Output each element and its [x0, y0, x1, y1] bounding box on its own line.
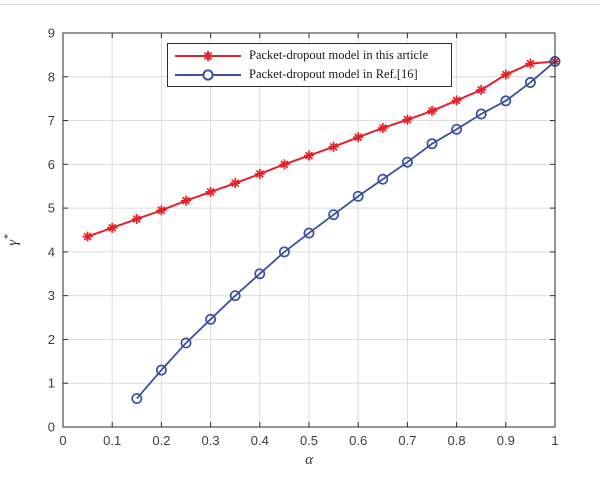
asterisk-marker-icon — [206, 187, 215, 196]
y-tick-label: 0 — [48, 420, 55, 435]
y-axis-label-base: γ — [5, 239, 21, 246]
circle-marker-icon — [475, 108, 487, 120]
x-tick-label: 0.4 — [251, 433, 269, 448]
y-tick-label: 1 — [48, 376, 55, 391]
gridlines — [63, 33, 555, 427]
y-tick-label: 7 — [48, 113, 55, 128]
circle-marker-icon — [131, 393, 143, 404]
legend-sample — [175, 50, 241, 61]
y-tick-label: 8 — [48, 69, 55, 84]
asterisk-marker-icon — [280, 160, 289, 169]
circle-marker-icon — [451, 123, 463, 135]
legend-line-asterisk-icon — [175, 50, 241, 61]
y-tick-label: 3 — [48, 288, 55, 303]
circle-marker-icon — [401, 156, 413, 168]
asterisk-marker-icon — [477, 85, 486, 94]
asterisk-marker-icon — [354, 133, 363, 142]
y-tick-label: 2 — [48, 332, 55, 347]
circle-marker-icon — [500, 95, 512, 107]
legend-sample — [175, 68, 241, 81]
circle-marker-icon — [426, 138, 438, 150]
x-tick-label: 1 — [551, 433, 558, 448]
y-tick-label: 5 — [48, 201, 55, 216]
asterisk-marker-icon — [181, 196, 191, 205]
asterisk-marker-icon — [157, 206, 166, 215]
circle-marker-icon — [352, 190, 364, 202]
x-tick-label: 0.1 — [103, 433, 121, 448]
tick-marks — [62, 32, 556, 428]
asterisk-marker-icon — [132, 215, 141, 224]
asterisk-marker-icon — [501, 70, 510, 79]
x-tick-label: 0.2 — [152, 433, 170, 448]
series-line — [87, 60, 556, 238]
circle-marker-icon — [303, 227, 315, 239]
y-tick-labels: 0 1 2 3 4 5 6 7 8 9 — [48, 26, 55, 435]
x-tick-label: 0.8 — [448, 433, 466, 448]
circle-marker-icon — [155, 364, 167, 376]
legend: Packet-dropout model in this article Pac… — [167, 43, 452, 87]
y-axis-label-sup: * — [2, 234, 14, 240]
circle-marker-icon — [229, 290, 241, 302]
series-line — [136, 60, 556, 400]
x-tick-label: 0.7 — [398, 433, 416, 448]
series-ref16 — [131, 56, 561, 404]
circle-marker-icon — [328, 209, 340, 221]
x-tick-label: 0.9 — [497, 433, 515, 448]
legend-line-circle-icon — [175, 68, 241, 81]
legend-entry-ref16: Packet-dropout model in Ref.[16] — [172, 65, 447, 84]
circle-marker-icon — [254, 268, 266, 280]
circle-marker-icon — [377, 173, 389, 185]
asterisk-marker-icon — [526, 59, 535, 68]
legend-entry-article: Packet-dropout model in this article — [172, 46, 447, 65]
circle-marker-icon — [205, 313, 217, 325]
y-tick-label: 9 — [48, 26, 55, 41]
top-rule — [0, 4, 600, 5]
x-tick-label: 0.3 — [202, 433, 220, 448]
x-tick-label: 0.5 — [300, 433, 318, 448]
asterisk-marker-icon — [304, 151, 314, 160]
circle-marker-icon — [524, 77, 536, 88]
y-tick-label: 4 — [48, 244, 55, 259]
circle-marker-icon — [180, 337, 192, 349]
legend-label: Packet-dropout model in this article — [249, 48, 429, 63]
circle-marker-icon — [202, 68, 214, 81]
y-tick-label: 6 — [48, 157, 55, 172]
asterisk-marker-icon — [427, 106, 437, 115]
asterisk-marker-icon — [83, 232, 92, 241]
asterisk-marker-icon — [203, 51, 213, 60]
legend-label: Packet-dropout model in Ref.[16] — [249, 67, 418, 82]
asterisk-marker-icon — [108, 223, 117, 232]
x-tick-labels: 0 0.1 0.2 0.3 0.4 0.5 0.6 0.7 0.8 0.9 1 — [59, 433, 558, 448]
asterisk-marker-icon — [452, 96, 461, 105]
y-axis-label: γ* — [2, 234, 21, 246]
asterisk-marker-icon — [329, 142, 338, 151]
asterisk-marker-icon — [231, 179, 240, 188]
x-tick-label: 0.6 — [349, 433, 367, 448]
circle-marker-icon — [278, 246, 290, 258]
asterisk-marker-icon — [403, 115, 412, 124]
asterisk-marker-icon — [255, 169, 264, 178]
series-markers — [131, 56, 561, 404]
x-axis-label: α — [305, 452, 314, 468]
asterisk-marker-icon — [378, 123, 387, 132]
x-tick-label: 0 — [59, 433, 66, 448]
